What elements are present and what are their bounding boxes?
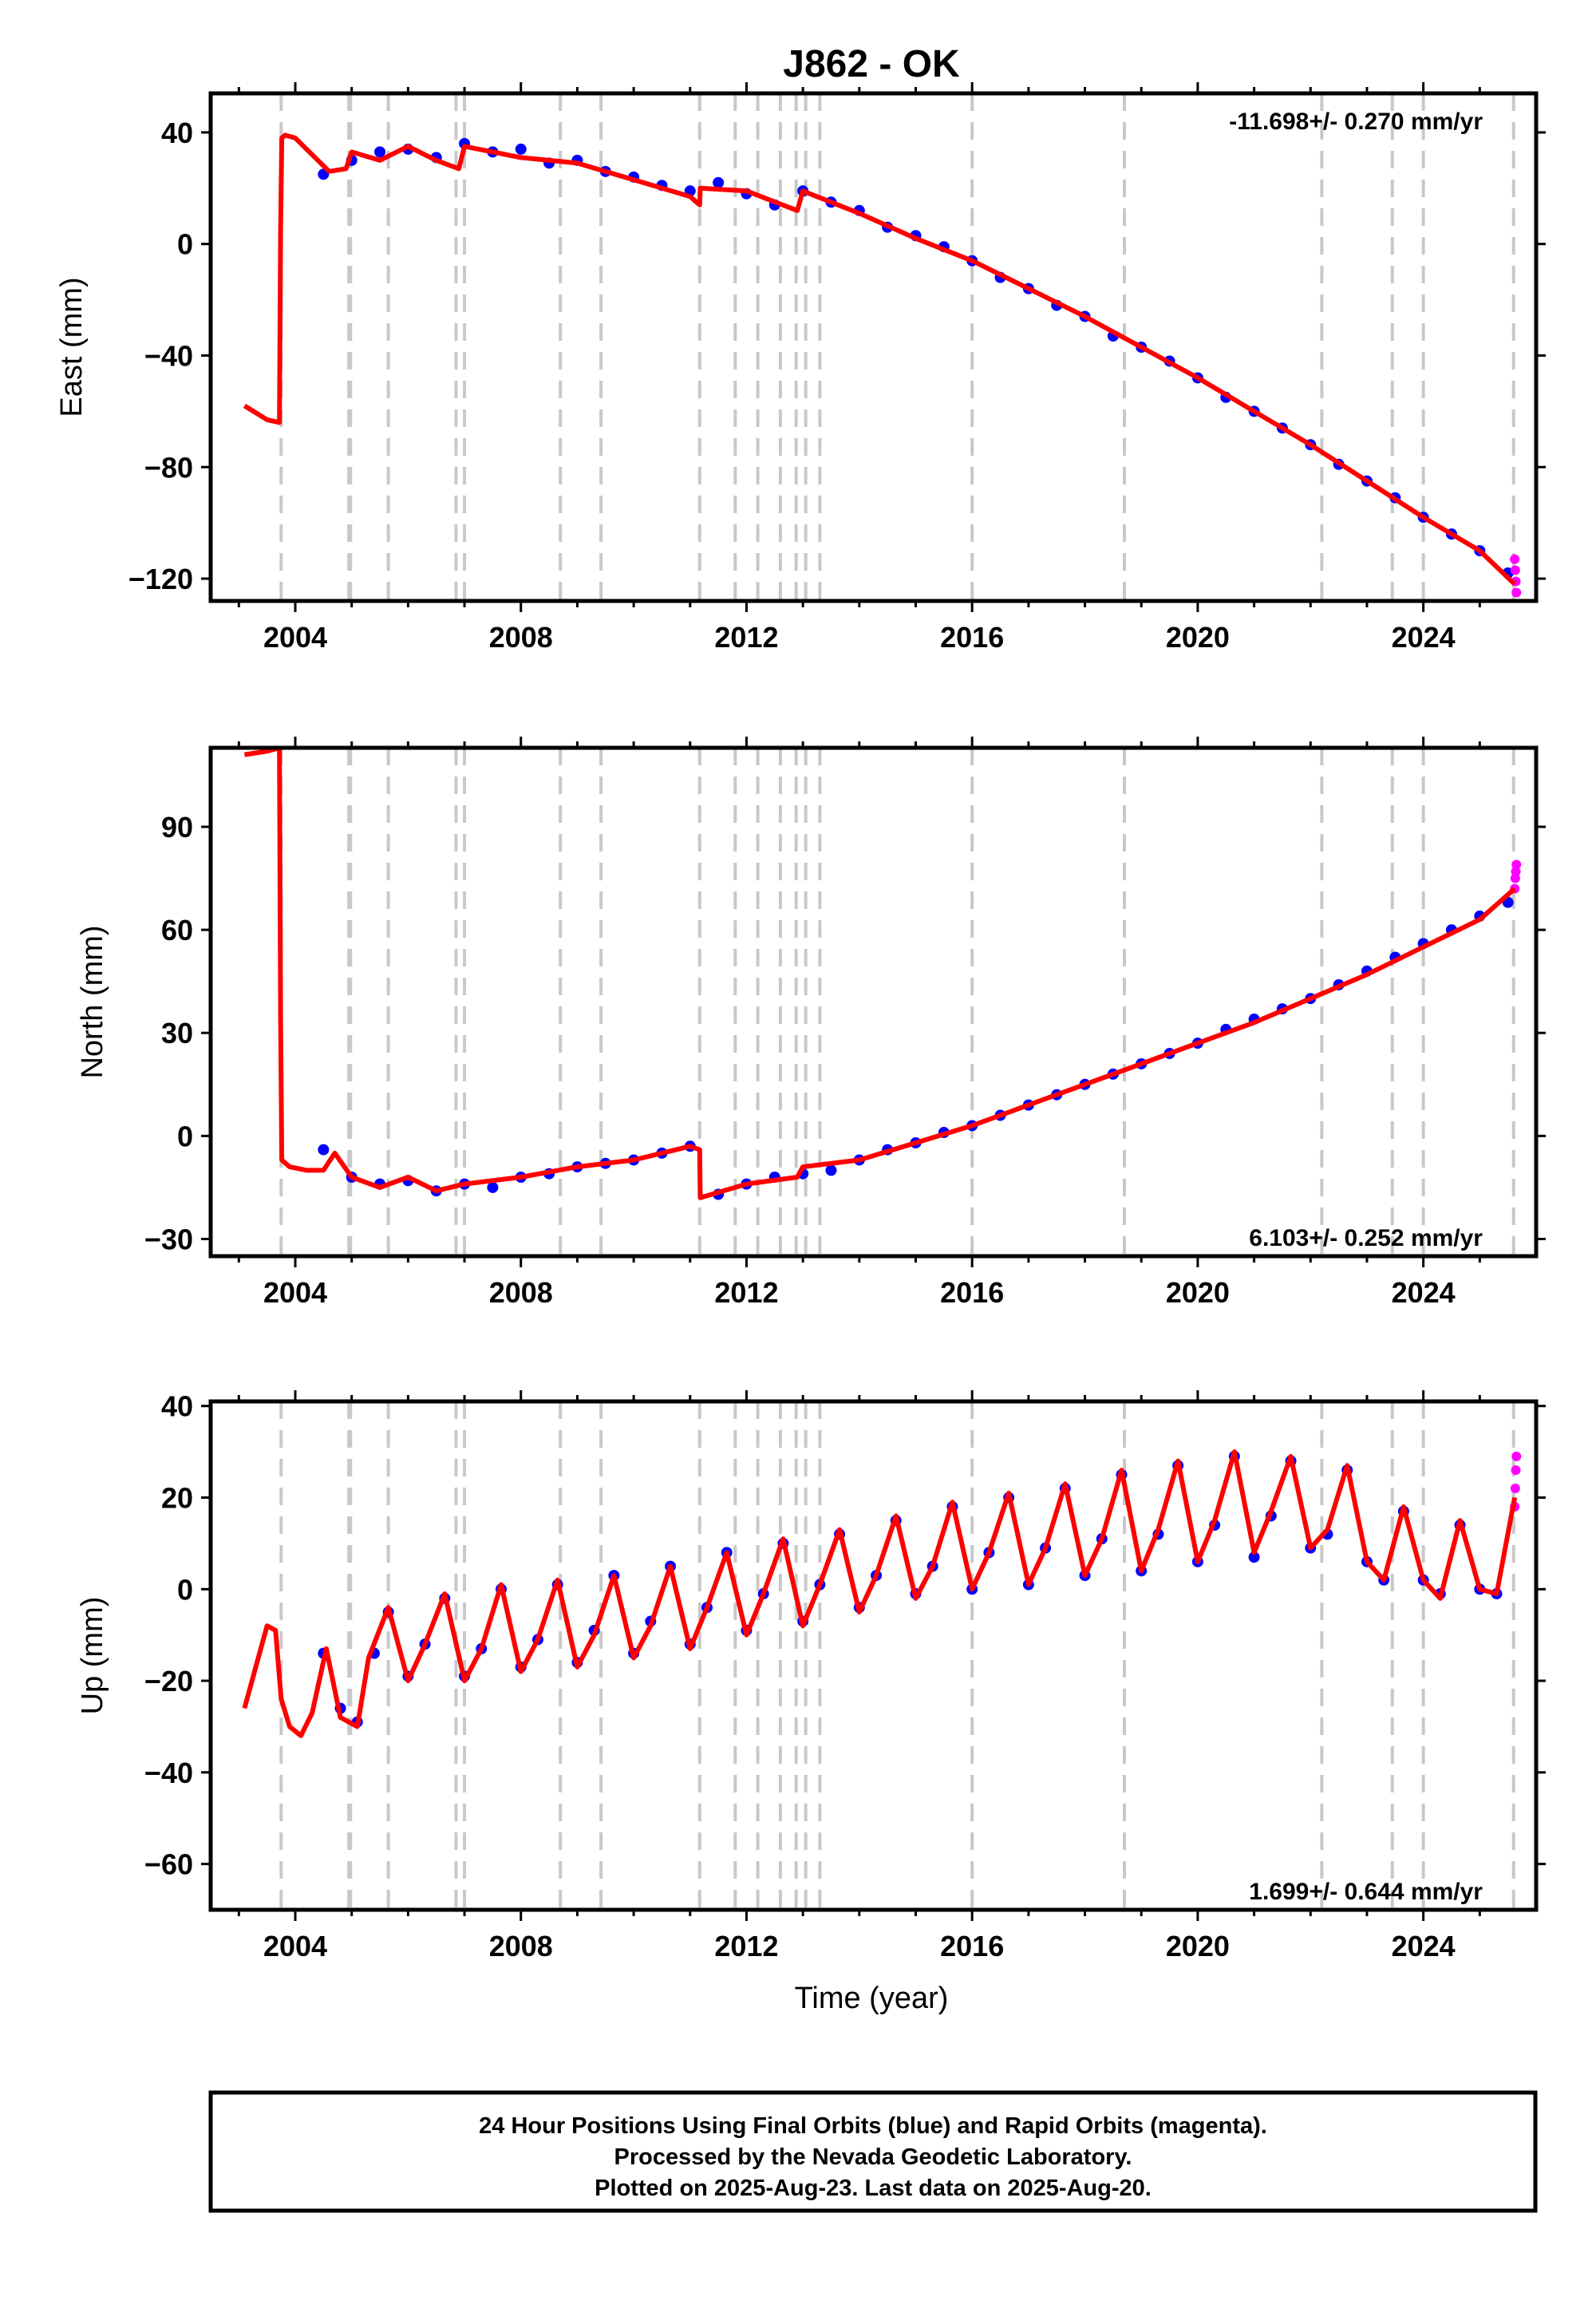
- x-tick-label: 2012: [714, 1276, 778, 1309]
- x-tick-label: 2004: [263, 1930, 327, 1962]
- x-tick-label: 2008: [489, 1276, 553, 1309]
- footer-line-2: Processed by the Nevada Geodetic Laborat…: [614, 2144, 1132, 2170]
- x-tick-label: 2012: [714, 1930, 778, 1962]
- y-tick-label: 40: [161, 117, 193, 149]
- x-tick-label: 2020: [1166, 1276, 1230, 1309]
- rapid-orbit-point: [1511, 866, 1521, 876]
- final-orbit-point: [825, 1164, 837, 1176]
- footer-line-3: Plotted on 2025-Aug-23. Last data on 202…: [595, 2176, 1152, 2201]
- y-tick-label: 0: [177, 1573, 193, 1606]
- north-panel: 90 60 30 0 −30 2004 2008 2012 2016 2020 2024 North …: [76, 737, 1546, 1309]
- y-tick-label: −60: [144, 1848, 193, 1881]
- model-fit-line: [242, 1449, 1518, 1738]
- x-tick-label: 2016: [940, 621, 1004, 654]
- x-tick-label: 2012: [714, 621, 778, 654]
- x-tick-label: 2024: [1392, 1930, 1456, 1962]
- x-tick-label: 2004: [263, 1276, 327, 1309]
- model-fit-line: [243, 132, 1517, 587]
- x-tick-label: 2004: [263, 621, 327, 654]
- up-panel: 40 20 0 −20 −40 −60 2004 2008 2012 2016 2020 2024 Up…: [76, 1390, 1546, 1962]
- rapid-orbit-point: [1511, 1451, 1522, 1461]
- rate-label: -11.698+/- 0.270 mm/yr: [1229, 109, 1483, 135]
- y-axis-label: Up (mm): [76, 1597, 109, 1715]
- footer-box: 24 Hour Positions Using Final Orbits (bl…: [208, 2090, 1538, 2213]
- final-orbit-point: [713, 176, 725, 188]
- x-tick-label: 2016: [940, 1276, 1004, 1309]
- final-orbit-point: [318, 1144, 330, 1156]
- x-axis-label: Time (year): [795, 1982, 949, 2015]
- east-panel: 40 0 −40 −80 −120 2004 2008 2012 2016 2020 2024 Eas…: [55, 82, 1546, 654]
- y-tick-label: 60: [161, 914, 193, 947]
- rapid-orbit-point: [1510, 565, 1520, 575]
- x-tick-label: 2020: [1166, 1930, 1230, 1962]
- final-orbit-point: [1248, 1551, 1260, 1563]
- model-fit-line: [243, 748, 1517, 1200]
- rate-label: 1.699+/- 0.644 mm/yr: [1249, 1879, 1483, 1905]
- final-orbit-point: [515, 143, 527, 155]
- y-tick-label: −40: [144, 1757, 193, 1789]
- plot-frame: [208, 745, 1539, 1259]
- x-tick-label: 2024: [1392, 1276, 1456, 1309]
- y-tick-label: 90: [161, 811, 193, 844]
- y-tick-label: 30: [161, 1017, 193, 1049]
- x-tick-label: 2008: [489, 621, 553, 654]
- rapid-orbit-point: [1511, 1465, 1521, 1476]
- y-tick-label: −40: [144, 339, 193, 372]
- rate-label: 6.103+/- 0.252 mm/yr: [1249, 1225, 1483, 1251]
- y-tick-label: 0: [177, 1120, 193, 1152]
- y-tick-label: 40: [161, 1390, 193, 1423]
- y-tick-label: −20: [144, 1665, 193, 1697]
- y-axis-label: North (mm): [76, 925, 109, 1078]
- final-orbit-point: [374, 146, 386, 158]
- y-tick-label: −120: [128, 563, 193, 595]
- rapid-orbit-point: [1511, 860, 1522, 870]
- x-tick-label: 2020: [1166, 621, 1230, 654]
- y-tick-label: 20: [161, 1482, 193, 1515]
- rapid-orbit-point: [1510, 873, 1520, 883]
- plot-area: [211, 93, 1536, 601]
- y-tick-label: −30: [144, 1223, 193, 1255]
- x-tick-label: 2016: [940, 1930, 1004, 1962]
- x-tick-label: 2008: [489, 1930, 553, 1962]
- final-orbit-point: [487, 1181, 499, 1193]
- y-axis-label: East (mm): [55, 277, 89, 417]
- y-tick-label: 0: [177, 228, 193, 261]
- x-tick-label: 2024: [1392, 621, 1456, 654]
- plot-frame: [208, 91, 1539, 603]
- rapid-orbit-point: [1511, 587, 1522, 598]
- plot-area: [211, 748, 1536, 1256]
- y-tick-label: −80: [144, 451, 193, 484]
- rapid-orbit-point: [1510, 1484, 1520, 1494]
- footer-line-1: 24 Hour Positions Using Final Orbits (bl…: [479, 2113, 1267, 2139]
- plot-frame: [208, 1399, 1539, 1912]
- chart-title: J862 - OK: [783, 43, 960, 85]
- rapid-orbit-point: [1510, 554, 1520, 564]
- plot-area: [211, 1401, 1536, 1910]
